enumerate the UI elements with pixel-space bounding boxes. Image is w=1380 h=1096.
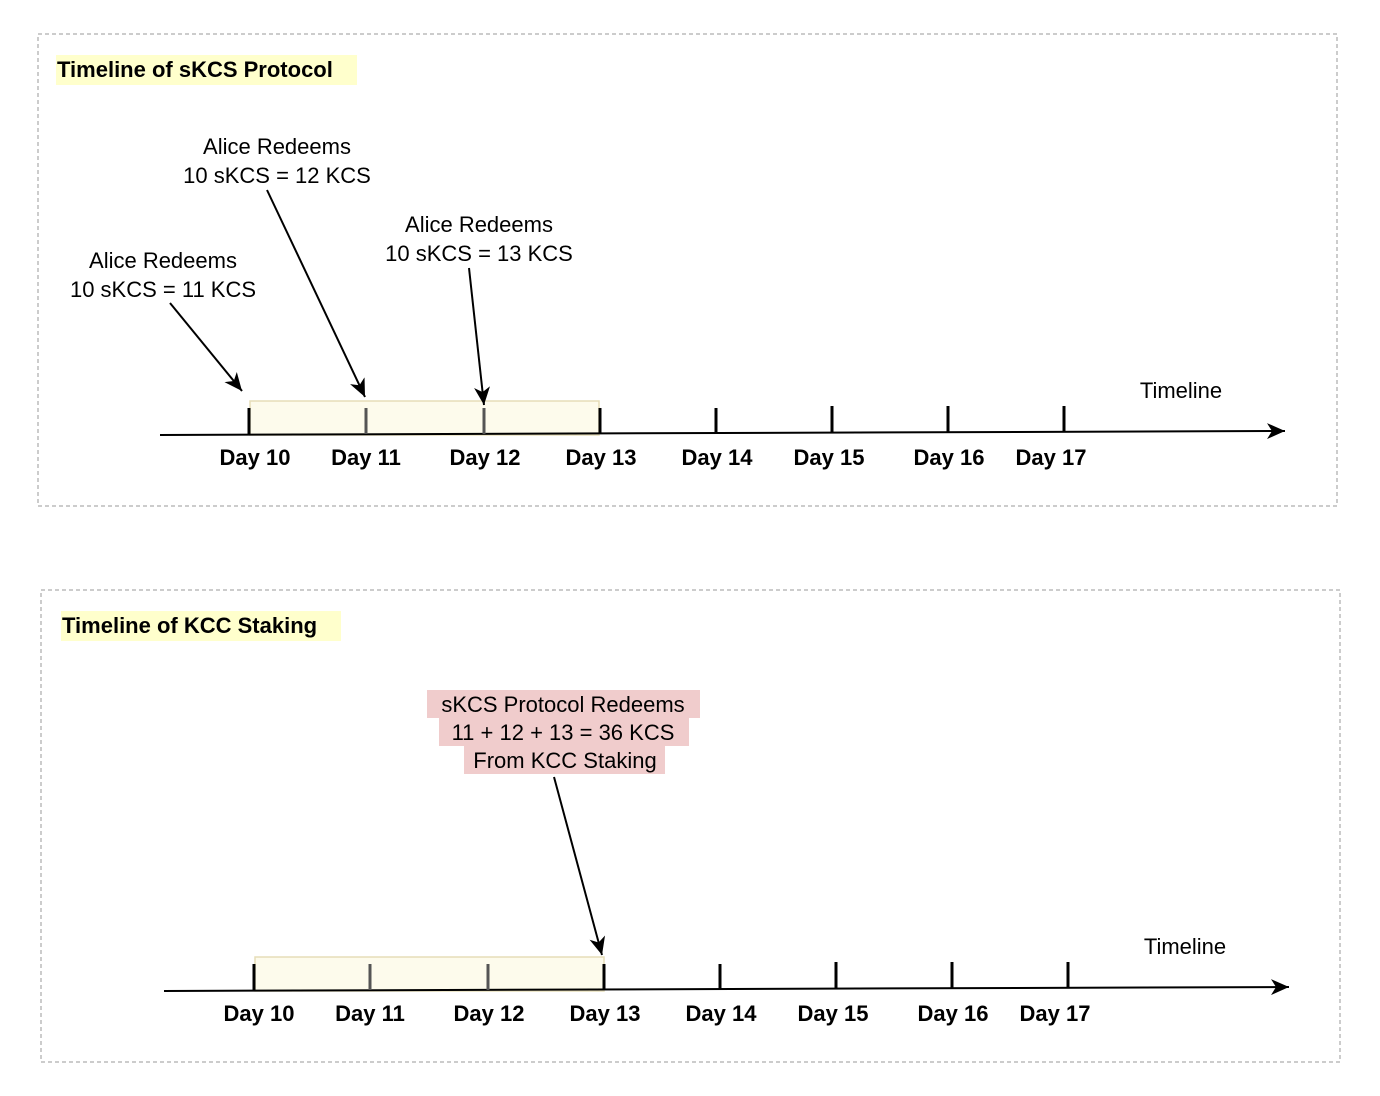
annotation-redeem-day-12: Alice Redeems 10 sKCS = 13 KCS xyxy=(385,212,573,406)
day-label: Day 15 xyxy=(794,445,865,470)
panel-title: Timeline of KCC Staking xyxy=(62,613,317,638)
axis-name: Timeline xyxy=(1144,934,1226,959)
annotation-line: 11 + 12 + 13 = 36 KCS xyxy=(452,720,675,745)
annotation-arrow xyxy=(468,267,490,406)
day-label: Day 10 xyxy=(220,445,291,470)
annotation-line: sKCS Protocol Redeems xyxy=(441,692,684,717)
annotation-line: Alice Redeems xyxy=(89,248,237,273)
day-label: Day 17 xyxy=(1016,445,1087,470)
annotation-line: 10 sKCS = 12 KCS xyxy=(183,163,371,188)
annotation-line: 10 sKCS = 13 KCS xyxy=(385,241,573,266)
annotation-arrow xyxy=(266,189,366,398)
annotation-line: 10 sKCS = 11 KCS xyxy=(70,277,256,302)
day-label: Day 17 xyxy=(1020,1001,1091,1026)
annotation-line: From KCC Staking xyxy=(473,748,656,773)
timeline-ticks xyxy=(252,962,1070,991)
panel-title-highlight xyxy=(61,611,341,641)
day-label: Day 12 xyxy=(454,1001,525,1026)
panel-skcs-protocol: Timeline of sKCS Protocol Day 10 Day 11 … xyxy=(37,33,1338,507)
annotation-protocol-redeem: sKCS Protocol Redeems 11 + 12 + 13 = 36 … xyxy=(427,690,700,956)
annotation-redeem-day-11: Alice Redeems 10 sKCS = 12 KCS xyxy=(183,134,371,398)
timeline-axis xyxy=(163,979,1290,996)
redeem-window xyxy=(249,400,600,436)
annotation-arrow xyxy=(553,776,606,956)
annotation-highlight xyxy=(427,690,700,718)
panel-kcc-staking: Timeline of KCC Staking Day 10 Day 11 Da… xyxy=(40,589,1341,1063)
day-label: Day 14 xyxy=(686,1001,758,1026)
day-label: Day 10 xyxy=(224,1001,295,1026)
timeline-ticks xyxy=(247,406,1066,435)
annotation-highlight xyxy=(464,746,665,774)
annotation-line: Alice Redeems xyxy=(203,134,351,159)
day-label: Day 15 xyxy=(798,1001,869,1026)
day-label: Day 16 xyxy=(918,1001,989,1026)
redeem-window xyxy=(254,956,605,992)
panel-title: Timeline of sKCS Protocol xyxy=(57,57,333,82)
day-label: Day 14 xyxy=(682,445,754,470)
day-label: Day 11 xyxy=(331,445,401,470)
panel-border xyxy=(40,589,1341,1063)
panel-border xyxy=(37,33,1338,507)
day-label: Day 13 xyxy=(566,445,637,470)
day-label: Day 11 xyxy=(335,1001,405,1026)
annotation-redeem-day-10: Alice Redeems 10 sKCS = 11 KCS xyxy=(70,248,256,392)
day-label: Day 13 xyxy=(570,1001,641,1026)
axis-name: Timeline xyxy=(1140,378,1222,403)
panel-title-highlight xyxy=(56,55,357,85)
day-labels: Day 10 Day 11 Day 12 Day 13 Day 14 Day 1… xyxy=(220,445,1087,470)
day-label: Day 12 xyxy=(450,445,521,470)
day-labels: Day 10 Day 11 Day 12 Day 13 Day 14 Day 1… xyxy=(224,1001,1091,1026)
timeline-axis xyxy=(159,423,1286,440)
day-label: Day 16 xyxy=(914,445,985,470)
annotation-arrow xyxy=(169,302,243,392)
annotation-highlight xyxy=(439,718,689,746)
annotation-line: Alice Redeems xyxy=(405,212,553,237)
